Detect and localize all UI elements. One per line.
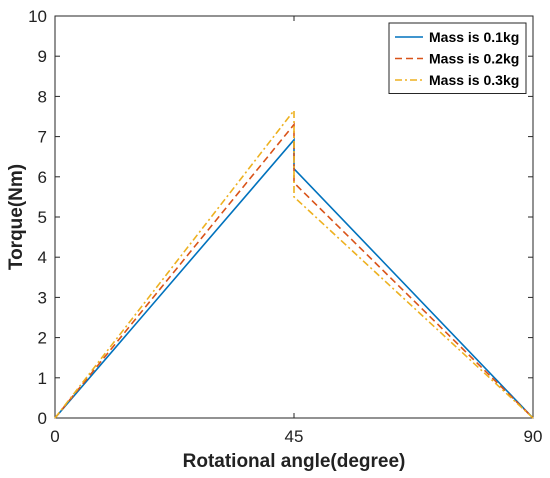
y-tick-label: 8 (38, 87, 47, 106)
y-tick-label: 2 (38, 329, 47, 348)
y-tick-label: 0 (38, 409, 47, 428)
y-tick-label: 6 (38, 168, 47, 187)
x-tick-label: 90 (524, 427, 543, 446)
series-line-2 (54, 122, 534, 419)
legend: Mass is 0.1kg Mass is 0.2kg Mass is 0.3kg (388, 22, 527, 94)
x-axis-title: Rotational angle(degree) (183, 451, 406, 472)
y-tick-label: 9 (38, 47, 47, 66)
y-tick-label: 1 (38, 369, 47, 388)
x-tick-label: 0 (50, 427, 59, 446)
series-lines (54, 108, 534, 419)
legend-label-2: Mass is 0.2kg (429, 51, 519, 67)
y-tick-label: 10 (28, 7, 47, 26)
y-tick-label: 4 (38, 248, 47, 267)
y-tick-label: 5 (38, 208, 47, 227)
y-tick-label: 3 (38, 288, 47, 307)
legend-label-1: Mass is 0.1kg (429, 29, 519, 45)
y-tick-label: 7 (38, 128, 47, 147)
x-tick-label: 45 (285, 427, 304, 446)
legend-label-3: Mass is 0.3kg (429, 72, 519, 88)
y-axis-title: Torque(Nm) (6, 164, 27, 270)
